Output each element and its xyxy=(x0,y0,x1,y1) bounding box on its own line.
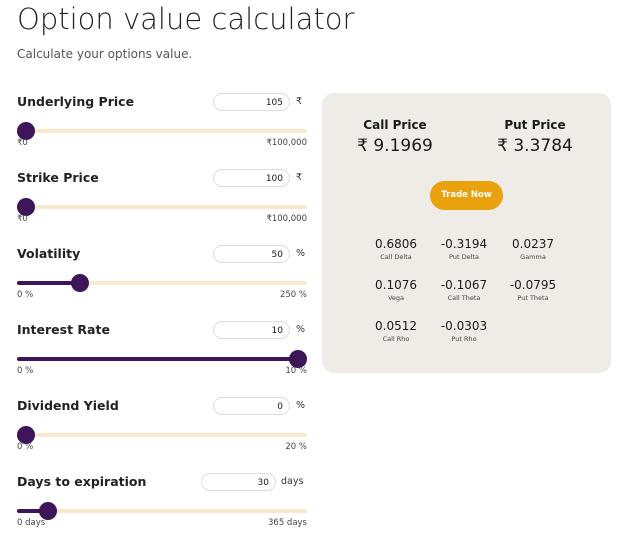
slider-thumb[interactable] xyxy=(17,198,36,216)
greek-value: 0.0237 xyxy=(512,237,554,251)
input-label: Strike Price xyxy=(17,170,99,185)
greek-value: 0.0512 xyxy=(375,319,417,333)
slider-min-label: ₹0 xyxy=(17,138,28,148)
slider-min-label: 0 % xyxy=(17,442,34,452)
input-label: Underlying Price xyxy=(17,94,135,109)
greek-value: -0.1067 xyxy=(440,278,488,292)
input-unit: % xyxy=(296,248,306,259)
trade-button[interactable]: Trade Now xyxy=(430,181,503,210)
input-field[interactable]: 30 xyxy=(201,473,276,491)
input-label: Volatility xyxy=(17,246,81,261)
slider-track xyxy=(17,129,307,133)
slider-max-label: 10 % xyxy=(285,366,307,376)
input-label: Days to expiration xyxy=(17,474,147,489)
greek-value: -0.0795 xyxy=(509,278,557,292)
slider-thumb[interactable] xyxy=(289,350,307,368)
slider-thumb[interactable] xyxy=(71,274,90,292)
slider-min-label: 0 days xyxy=(17,518,46,528)
input-label: Dividend Yield xyxy=(17,398,119,413)
greek-label: Call Rho xyxy=(382,335,410,343)
slider-track xyxy=(17,281,307,285)
greek-value: -0.3194 xyxy=(440,237,488,251)
greek-label: Gamma xyxy=(520,253,546,261)
greek-value: 0.6806 xyxy=(375,237,417,251)
slider-fill xyxy=(17,357,298,361)
input-unit: ₹ xyxy=(296,96,303,107)
greek-label: Call Delta xyxy=(380,253,412,261)
price-label: Call Price xyxy=(363,118,427,132)
slider-track xyxy=(17,205,307,209)
slider-min-label: ₹0 xyxy=(17,214,28,224)
price-label: Put Price xyxy=(504,118,566,132)
slider-min-label: 0 % xyxy=(17,366,34,376)
slider-max-label: ₹100,000 xyxy=(266,214,307,224)
greek-label: Put Delta xyxy=(449,253,479,261)
input-unit: % xyxy=(296,324,306,335)
price-value: ₹ 3.3784 xyxy=(497,136,573,156)
greek-value: -0.0303 xyxy=(440,319,488,333)
input-field[interactable]: 0 xyxy=(213,397,290,415)
slider-fill xyxy=(17,509,49,513)
greek-value: 0.1076 xyxy=(375,278,417,292)
slider-fill xyxy=(17,281,81,285)
greek-label: Put Theta xyxy=(517,294,549,302)
input-unit: ₹ xyxy=(296,172,303,183)
slider-thumb[interactable] xyxy=(17,122,36,140)
input-field[interactable]: 100 xyxy=(213,169,290,187)
slider-max-label: 20 % xyxy=(285,442,307,452)
input-label: Interest Rate xyxy=(17,322,110,337)
price-value: ₹ 9.1969 xyxy=(357,136,433,156)
greek-label: Call Theta xyxy=(447,294,481,302)
slider-track xyxy=(17,509,307,513)
input-field[interactable]: 50 xyxy=(213,245,290,263)
greek-label: Put Rho xyxy=(451,335,477,343)
slider-max-label: ₹100,000 xyxy=(266,138,307,148)
slider-max-label: 250 % xyxy=(279,290,307,300)
input-field[interactable]: 10 xyxy=(213,321,290,339)
slider-min-label: 0 % xyxy=(17,290,34,300)
title: Option value calculator xyxy=(17,2,355,36)
results-panel xyxy=(322,93,611,373)
slider-thumb[interactable] xyxy=(17,426,35,444)
subtitle: Calculate your options value. xyxy=(17,47,193,61)
slider-thumb[interactable] xyxy=(39,502,58,520)
input-unit: % xyxy=(296,400,306,411)
input-field[interactable]: 105 xyxy=(213,93,290,111)
slider-max-label: 365 days xyxy=(268,518,307,528)
input-unit: days xyxy=(281,476,304,487)
greek-label: Vega xyxy=(387,294,405,302)
slider-track xyxy=(17,433,307,437)
